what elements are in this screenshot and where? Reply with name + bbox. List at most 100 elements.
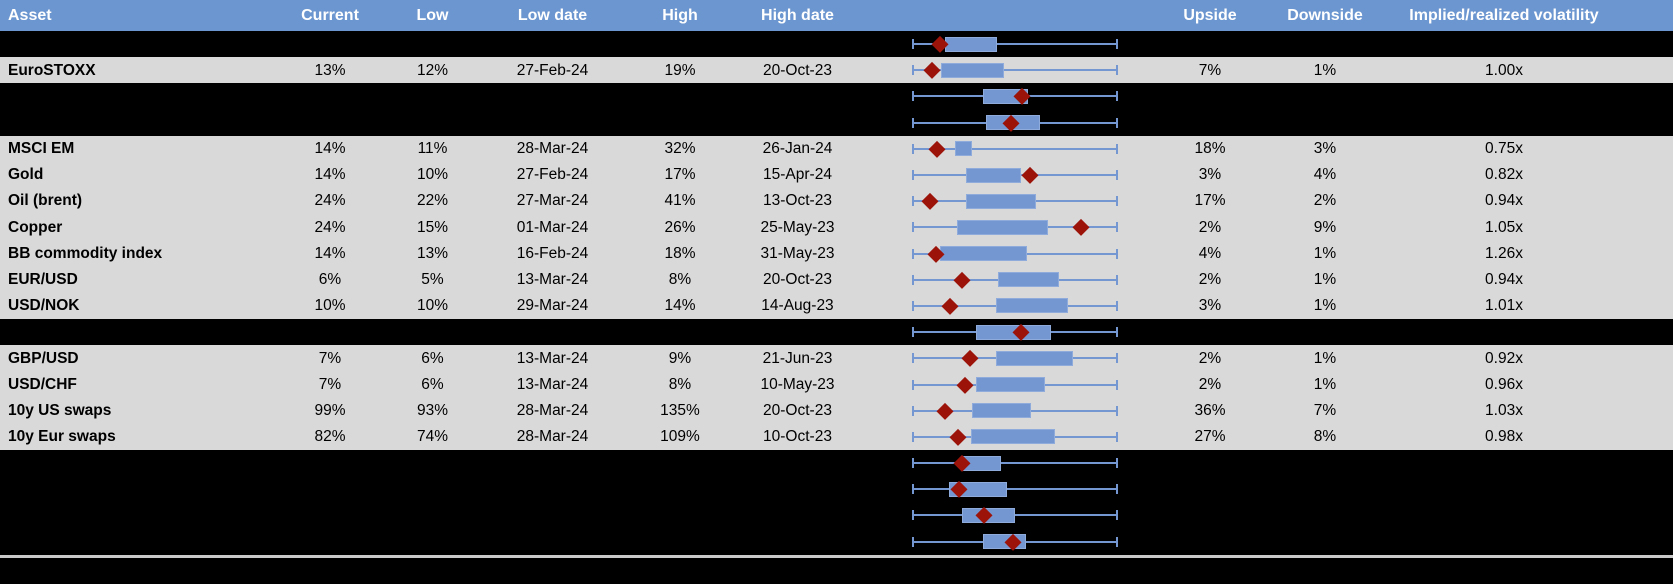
implied-realized-vol-cell[interactable]: 1.01x xyxy=(1485,297,1523,315)
current-vol-cell[interactable]: 7% xyxy=(318,375,342,393)
low-date-cell[interactable]: 13-Mar-24 xyxy=(516,349,589,367)
high-vol-cell[interactable]: 19% xyxy=(664,61,696,79)
downside-cell[interactable]: 3% xyxy=(1313,140,1337,158)
downside-cell[interactable]: 1% xyxy=(1313,297,1337,315)
low-date-cell[interactable]: 13-Mar-24 xyxy=(516,271,589,289)
upside-cell[interactable]: 4% xyxy=(1198,244,1222,262)
current-vol-cell[interactable]: 7% xyxy=(318,349,342,367)
upside-cell[interactable]: 3% xyxy=(1198,166,1222,184)
upside-cell[interactable]: 7% xyxy=(1198,61,1222,79)
low-date-cell[interactable]: 27-Mar-24 xyxy=(516,192,589,210)
downside-cell[interactable]: 1% xyxy=(1313,271,1337,289)
high-vol-cell[interactable]: 26% xyxy=(664,218,696,236)
high-vol-cell[interactable]: 18% xyxy=(664,244,696,262)
upside-cell[interactable]: 17% xyxy=(1194,192,1226,210)
asset-name-cell[interactable]: EUR/USD xyxy=(8,271,78,289)
current-vol-cell[interactable]: 10% xyxy=(314,297,346,315)
high-vol-cell[interactable]: 8% xyxy=(668,271,692,289)
current-vol-cell[interactable]: 99% xyxy=(314,401,346,419)
high-vol-cell[interactable]: 32% xyxy=(664,140,696,158)
current-vol-cell[interactable]: 14% xyxy=(314,140,346,158)
implied-realized-vol-cell[interactable]: 0.94x xyxy=(1485,271,1523,289)
asset-name-cell[interactable]: Copper xyxy=(8,218,63,236)
low-date-cell[interactable]: 28-Mar-24 xyxy=(516,140,589,158)
low-vol-cell[interactable]: 11% xyxy=(417,140,448,158)
asset-name-cell[interactable]: EuroSTOXX xyxy=(8,61,96,79)
column-header-low[interactable]: Low xyxy=(416,6,449,24)
upside-cell[interactable]: 2% xyxy=(1198,218,1222,236)
high-date-cell[interactable]: 26-Jan-24 xyxy=(762,140,833,158)
downside-cell[interactable]: 1% xyxy=(1313,349,1337,367)
high-date-cell[interactable]: 20-Oct-23 xyxy=(763,271,832,289)
low-date-cell[interactable]: 27-Feb-24 xyxy=(516,61,589,79)
current-vol-cell[interactable]: 82% xyxy=(314,428,346,446)
asset-name-cell[interactable]: 10y US swaps xyxy=(8,401,112,419)
column-header-high-date[interactable]: High date xyxy=(761,6,834,24)
current-vol-cell[interactable]: 14% xyxy=(314,244,346,262)
low-vol-cell[interactable]: 74% xyxy=(416,428,449,446)
column-header-low-date[interactable]: Low date xyxy=(517,6,588,24)
high-vol-cell[interactable]: 14% xyxy=(664,297,696,315)
implied-realized-vol-cell[interactable]: 1.03x xyxy=(1485,401,1523,419)
downside-cell[interactable]: 7% xyxy=(1313,401,1337,419)
asset-name-cell[interactable]: USD/CHF xyxy=(8,375,77,393)
column-header-asset[interactable]: Asset xyxy=(8,6,52,24)
high-date-cell[interactable]: 10-Oct-23 xyxy=(763,428,832,446)
low-date-cell[interactable]: 28-Mar-24 xyxy=(516,428,589,446)
implied-realized-vol-cell[interactable]: 0.82x xyxy=(1485,166,1523,184)
asset-name-cell[interactable]: 10y Eur swaps xyxy=(8,428,116,446)
low-vol-cell[interactable]: 22% xyxy=(416,192,449,210)
high-date-cell[interactable]: 20-Oct-23 xyxy=(763,61,832,79)
column-header-current[interactable]: Current xyxy=(301,6,359,24)
upside-cell[interactable]: 2% xyxy=(1198,349,1222,367)
high-date-cell[interactable]: 25-May-23 xyxy=(760,218,835,236)
column-header-high[interactable]: High xyxy=(662,6,698,24)
low-vol-cell[interactable]: 6% xyxy=(421,349,444,367)
low-vol-cell[interactable]: 6% xyxy=(421,375,444,393)
high-vol-cell[interactable]: 135% xyxy=(660,401,700,419)
low-vol-cell[interactable]: 13% xyxy=(416,244,449,262)
low-vol-cell[interactable]: 93% xyxy=(416,401,449,419)
downside-cell[interactable]: 9% xyxy=(1313,218,1337,236)
asset-name-cell[interactable]: BB commodity index xyxy=(8,244,163,262)
column-header-downside[interactable]: Downside xyxy=(1287,6,1363,24)
high-date-cell[interactable]: 21-Jun-23 xyxy=(762,349,833,367)
current-vol-cell[interactable]: 13% xyxy=(314,61,346,79)
column-header-implied-realized-volatility[interactable]: Implied/realized volatility xyxy=(1409,6,1599,24)
high-date-cell[interactable]: 13-Oct-23 xyxy=(763,192,832,210)
downside-cell[interactable]: 8% xyxy=(1313,428,1337,446)
current-vol-cell[interactable]: 24% xyxy=(314,218,346,236)
implied-realized-vol-cell[interactable]: 0.75x xyxy=(1485,140,1523,158)
low-date-cell[interactable]: 13-Mar-24 xyxy=(516,375,589,393)
implied-realized-vol-cell[interactable]: 1.00x xyxy=(1485,61,1523,79)
low-date-cell[interactable]: 27-Feb-24 xyxy=(516,166,589,184)
high-date-cell[interactable]: 31-May-23 xyxy=(760,244,835,262)
high-vol-cell[interactable]: 8% xyxy=(668,375,692,393)
implied-realized-vol-cell[interactable]: 0.94x xyxy=(1485,192,1523,210)
low-date-cell[interactable]: 29-Mar-24 xyxy=(516,297,589,315)
high-vol-cell[interactable]: 41% xyxy=(664,192,696,210)
downside-cell[interactable]: 4% xyxy=(1313,166,1337,184)
high-date-cell[interactable]: 20-Oct-23 xyxy=(763,401,832,419)
low-vol-cell[interactable]: 15% xyxy=(416,218,449,236)
downside-cell[interactable]: 2% xyxy=(1313,192,1337,210)
upside-cell[interactable]: 27% xyxy=(1194,428,1226,446)
current-vol-cell[interactable]: 14% xyxy=(314,166,346,184)
current-vol-cell[interactable]: 24% xyxy=(314,192,346,210)
low-vol-cell[interactable]: 5% xyxy=(421,271,444,289)
asset-name-cell[interactable]: Oil (brent) xyxy=(8,192,83,210)
low-vol-cell[interactable]: 10% xyxy=(416,166,449,184)
downside-cell[interactable]: 1% xyxy=(1313,375,1337,393)
low-date-cell[interactable]: 01-Mar-24 xyxy=(516,218,589,236)
upside-cell[interactable]: 2% xyxy=(1198,375,1222,393)
implied-realized-vol-cell[interactable]: 0.96x xyxy=(1485,375,1523,393)
upside-cell[interactable]: 36% xyxy=(1194,401,1226,419)
upside-cell[interactable]: 2% xyxy=(1198,271,1222,289)
high-date-cell[interactable]: 15-Apr-24 xyxy=(763,166,832,184)
asset-name-cell[interactable]: GBP/USD xyxy=(8,349,79,367)
asset-name-cell[interactable]: MSCI EM xyxy=(8,140,75,158)
downside-cell[interactable]: 1% xyxy=(1313,244,1337,262)
high-vol-cell[interactable]: 17% xyxy=(664,166,696,184)
high-date-cell[interactable]: 14-Aug-23 xyxy=(761,297,834,315)
low-date-cell[interactable]: 16-Feb-24 xyxy=(516,244,589,262)
